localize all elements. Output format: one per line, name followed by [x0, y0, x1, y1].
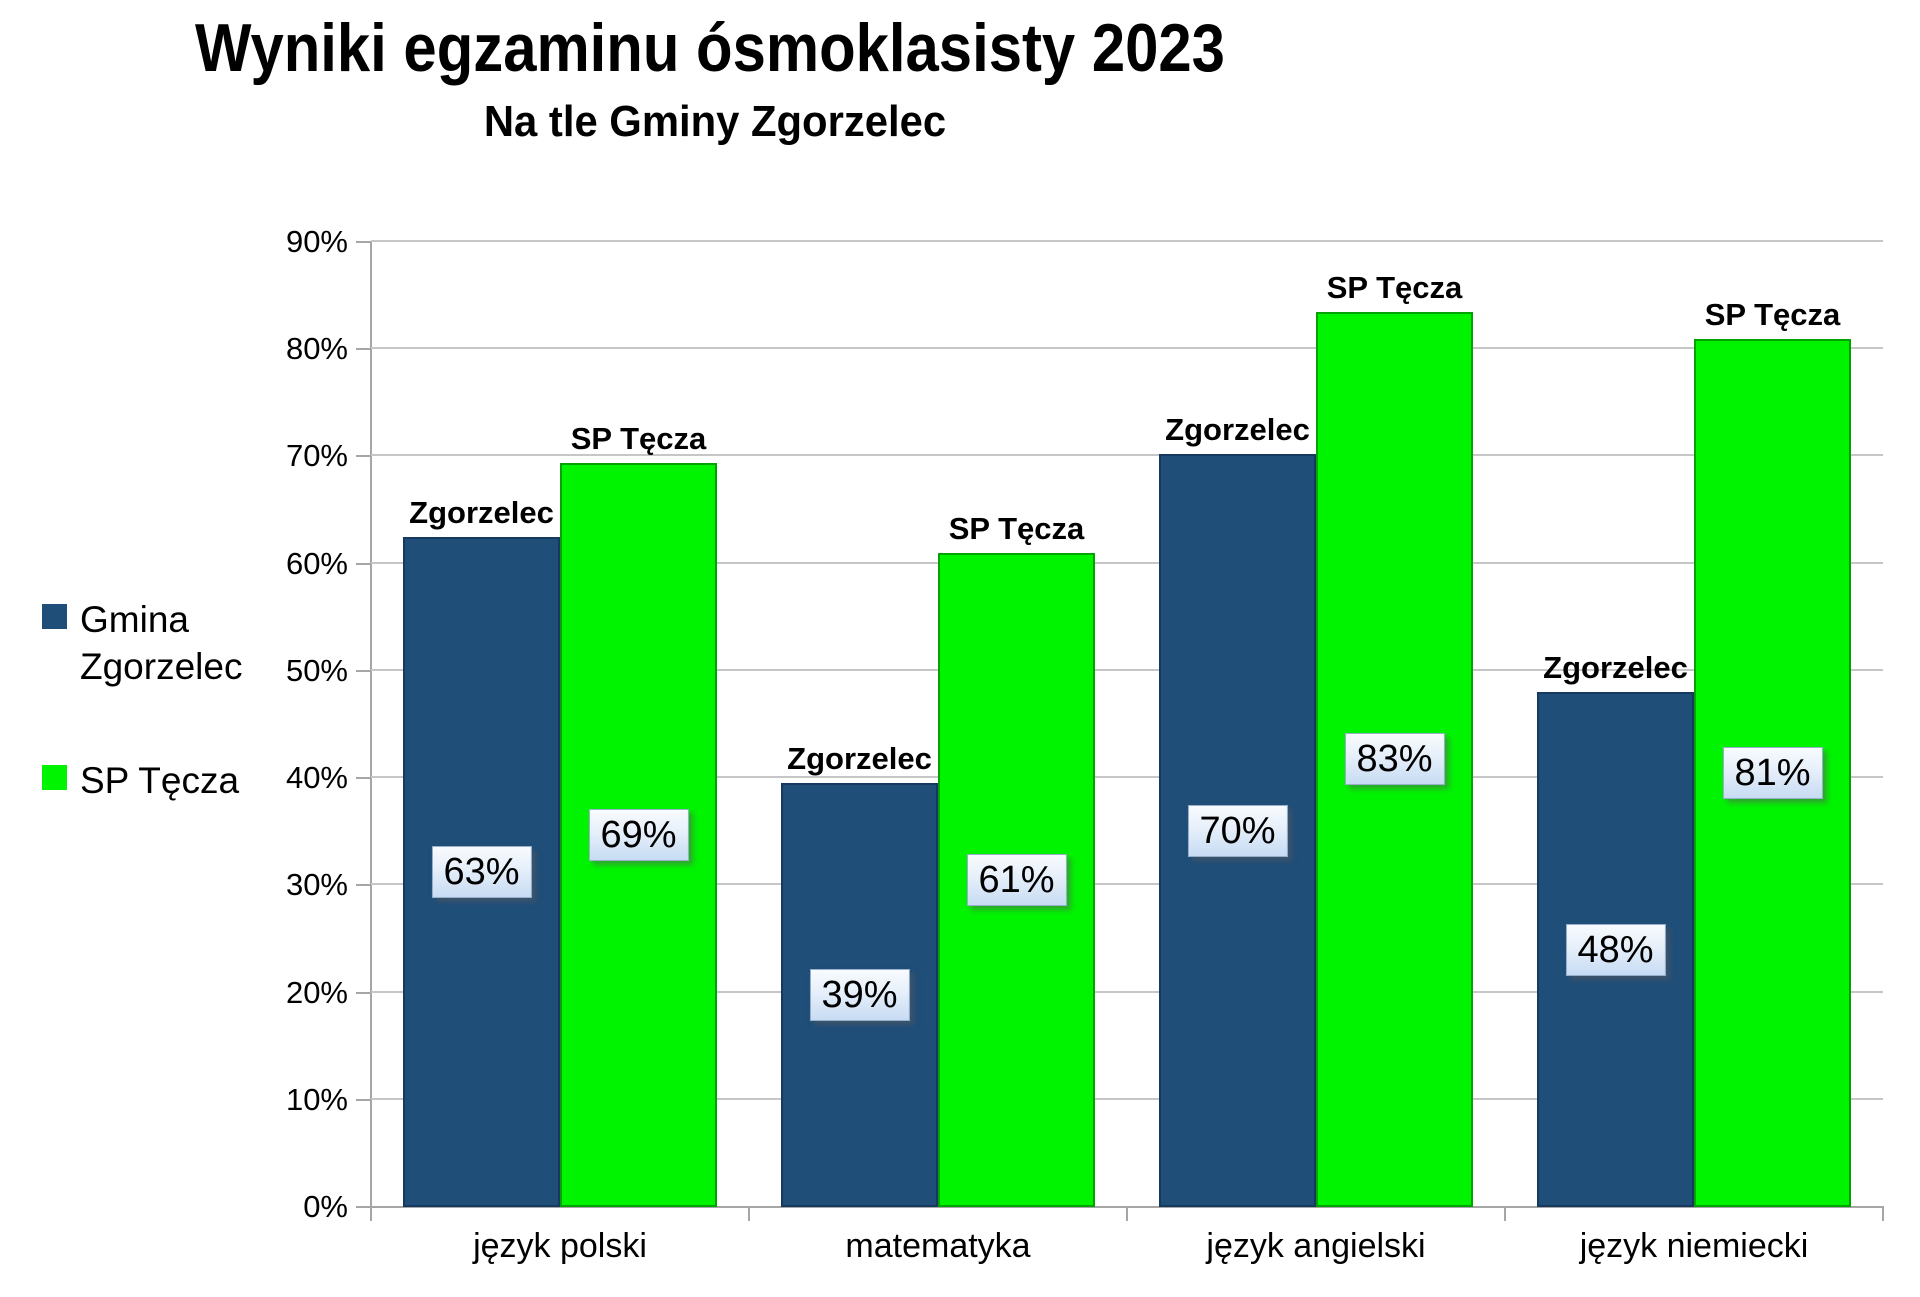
legend-swatch-sp-tecza — [42, 765, 67, 790]
bar-gmina-zgorzelec: Zgorzelec 63% — [403, 495, 560, 1207]
bar-name-label: Zgorzelec — [1543, 650, 1688, 686]
chart-subtitle: Na tle Gminy Zgorzelec — [483, 97, 947, 146]
bar-sp-tecza: SP Tęcza 83% — [1316, 270, 1473, 1207]
legend-item-gmina-zgorzelec: Gmina Zgorzelec — [42, 596, 272, 690]
y-axis-label: 90% — [285, 224, 348, 259]
legend-label-sp-tecza: SP Tęcza — [80, 760, 240, 801]
bar-name-label: Zgorzelec — [787, 741, 932, 777]
legend-swatch-gmina-zgorzelec — [42, 604, 67, 629]
bar-value-label: 83% — [1344, 733, 1445, 786]
y-axis-line — [370, 242, 372, 1221]
y-axis-label: 30% — [285, 867, 348, 903]
gridline — [371, 240, 1883, 242]
x-axis-label: język polski — [473, 1227, 647, 1265]
y-axis-tick — [356, 1206, 371, 1208]
y-axis-label: 20% — [285, 974, 348, 1010]
bar-value-label: 61% — [966, 853, 1067, 906]
bar-sp-tecza: SP Tęcza 61% — [938, 511, 1095, 1207]
bar-sp-tecza: SP Tęcza 81% — [1694, 297, 1851, 1207]
y-axis-label: 40% — [285, 760, 348, 796]
y-axis-tick — [356, 562, 371, 565]
bar-value-label: 48% — [1565, 923, 1666, 976]
bar-name-label: Zgorzelec — [1165, 412, 1310, 448]
y-axis-label: 50% — [285, 652, 348, 688]
bar-value-label: 63% — [431, 845, 532, 898]
legend-label-gmina-zgorzelec: Gmina Zgorzelec — [80, 599, 243, 687]
x-axis-label: matematyka — [845, 1227, 1031, 1265]
gridline — [371, 454, 1883, 457]
y-axis-tick — [356, 884, 371, 887]
bar-name-label: SP Tęcza — [570, 420, 707, 456]
bar-name-label: SP Tęcza — [948, 510, 1085, 546]
gridline — [371, 1097, 1883, 1100]
bar-name-label: SP Tęcza — [1704, 296, 1841, 332]
x-axis-tick — [1504, 1208, 1506, 1221]
bar-value-label: 69% — [588, 808, 689, 861]
bar-gmina-zgorzelec: Zgorzelec 48% — [1537, 650, 1694, 1207]
bar-sp-tecza: SP Tęcza 69% — [560, 421, 717, 1207]
bar-gmina-zgorzelec: Zgorzelec 70% — [1159, 412, 1316, 1207]
y-axis-label: 0% — [303, 1189, 348, 1224]
x-axis-line — [371, 1206, 1884, 1208]
y-axis-tick — [356, 991, 371, 994]
y-axis-tick — [356, 777, 371, 780]
y-axis-label: 60% — [285, 545, 348, 581]
chart-title: Wyniki egzaminu ósmoklasisty 2023 — [195, 10, 1225, 86]
y-axis-tick — [356, 241, 371, 243]
bar-value-label: 70% — [1187, 804, 1288, 857]
x-axis-tick — [748, 1208, 750, 1221]
plot-area: Zgorzelec 63% Zgorzelec 39% Zgorzelec 70% Zgor… — [371, 240, 1883, 1207]
x-axis-tick — [370, 1208, 372, 1221]
y-axis-tick — [356, 669, 371, 672]
x-axis-tick — [1126, 1208, 1128, 1221]
gridline — [371, 990, 1883, 993]
bar-name-label: Zgorzelec — [409, 494, 554, 530]
y-axis-label: 80% — [285, 331, 348, 367]
y-axis-tick — [356, 348, 371, 351]
gridline — [371, 668, 1883, 671]
gridline — [371, 776, 1883, 779]
gridline — [371, 883, 1883, 886]
bar-name-label: SP Tęcza — [1326, 269, 1463, 305]
bar-value-label: 39% — [809, 969, 910, 1022]
y-axis-tick — [356, 455, 371, 458]
y-axis-label: 10% — [285, 1081, 348, 1117]
x-axis-label: język angielski — [1206, 1227, 1426, 1265]
x-axis-label: język niemiecki — [1579, 1227, 1809, 1265]
gridline — [371, 561, 1883, 564]
y-axis-tick — [356, 1098, 371, 1101]
y-axis-label: 70% — [285, 438, 348, 474]
bar-gmina-zgorzelec: Zgorzelec 39% — [781, 741, 938, 1207]
gridline — [371, 347, 1883, 350]
bar-value-label: 81% — [1722, 746, 1823, 799]
x-axis-tick — [1882, 1208, 1884, 1221]
legend-item-sp-tecza: SP Tęcza — [42, 757, 322, 804]
